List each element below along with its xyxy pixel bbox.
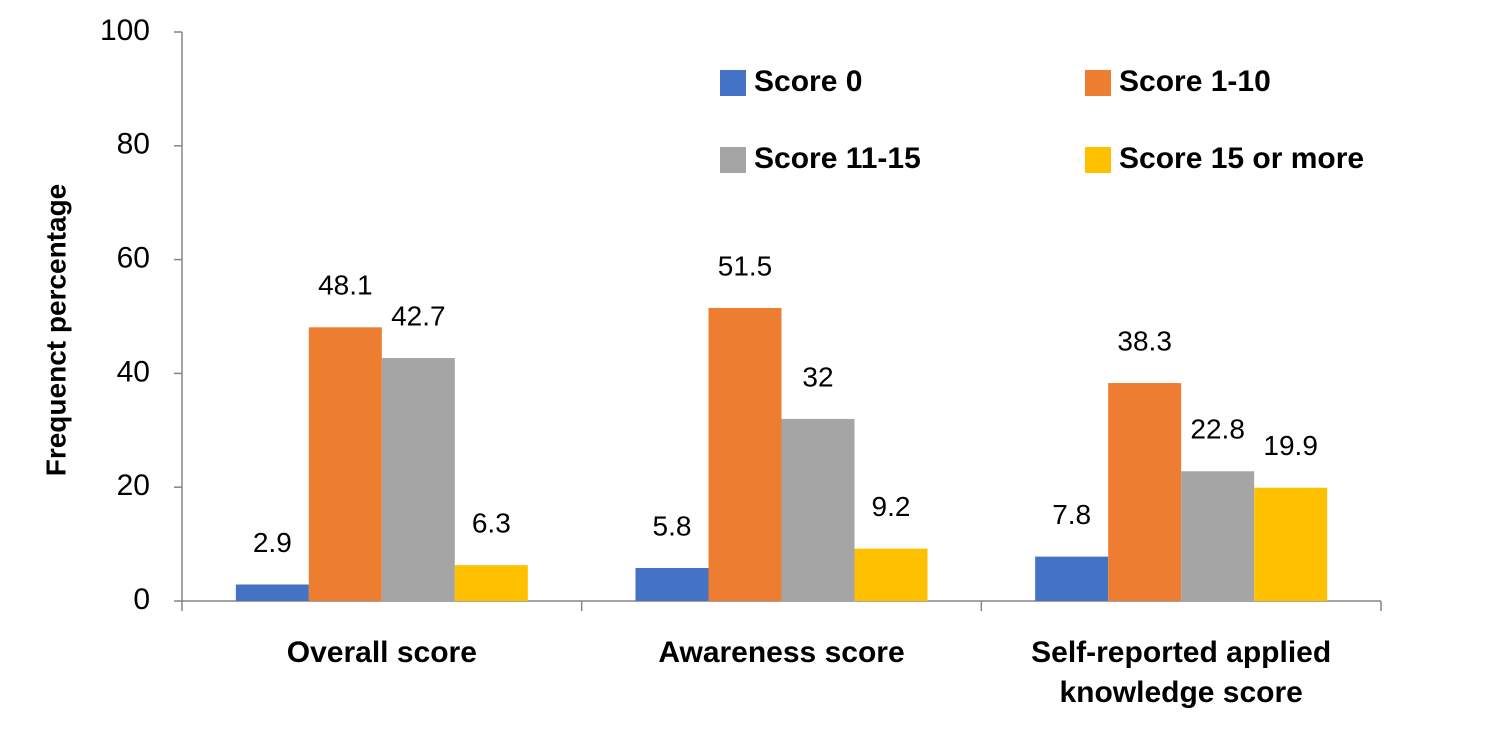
x-tick-label: Overall score — [286, 636, 477, 669]
data-label: 6.3 — [472, 508, 511, 539]
legend-label: Score 11-15 — [754, 142, 921, 175]
y-tick-label: 0 — [133, 583, 150, 616]
legend-swatch — [720, 70, 746, 96]
bar — [1035, 556, 1109, 601]
legend-swatch — [1085, 147, 1111, 173]
legend-swatch — [720, 147, 746, 173]
x-tick-label: Self-reported applied knowledge score — [1031, 636, 1332, 709]
y-tick-label: 60 — [117, 242, 150, 275]
legend-label: Score 1-10 — [1119, 65, 1271, 98]
y-axis-label: Frequenct percentage — [40, 184, 71, 477]
data-label: 19.9 — [1263, 430, 1318, 461]
legend-label: Score 0 — [754, 65, 862, 98]
data-label: 51.5 — [718, 250, 773, 281]
bar — [1108, 383, 1182, 601]
data-label: 22.8 — [1190, 414, 1245, 445]
data-label: 7.8 — [1052, 499, 1091, 530]
bar — [708, 307, 782, 601]
bar — [781, 418, 855, 601]
bar — [381, 358, 455, 601]
bar — [308, 327, 382, 601]
data-label: 9.2 — [872, 491, 911, 522]
bar — [635, 567, 709, 601]
bar — [235, 584, 309, 601]
x-tick-label: Awareness score — [658, 636, 905, 669]
data-label: 2.9 — [253, 527, 292, 558]
y-tick-label: 100 — [100, 14, 150, 47]
bar — [1254, 487, 1328, 601]
bar — [854, 548, 928, 601]
y-tick-label: 20 — [117, 469, 150, 502]
legend-swatch — [1085, 70, 1111, 96]
data-label: 5.8 — [653, 510, 692, 541]
data-label: 48.1 — [318, 270, 373, 301]
bar — [1181, 471, 1255, 601]
bar — [454, 565, 528, 601]
data-label: 42.7 — [391, 300, 446, 331]
data-label: 38.3 — [1117, 325, 1172, 356]
y-tick-label: 40 — [117, 355, 150, 388]
legend-label: Score 15 or more — [1119, 142, 1364, 175]
data-label: 32 — [802, 361, 833, 392]
y-tick-label: 80 — [117, 128, 150, 161]
